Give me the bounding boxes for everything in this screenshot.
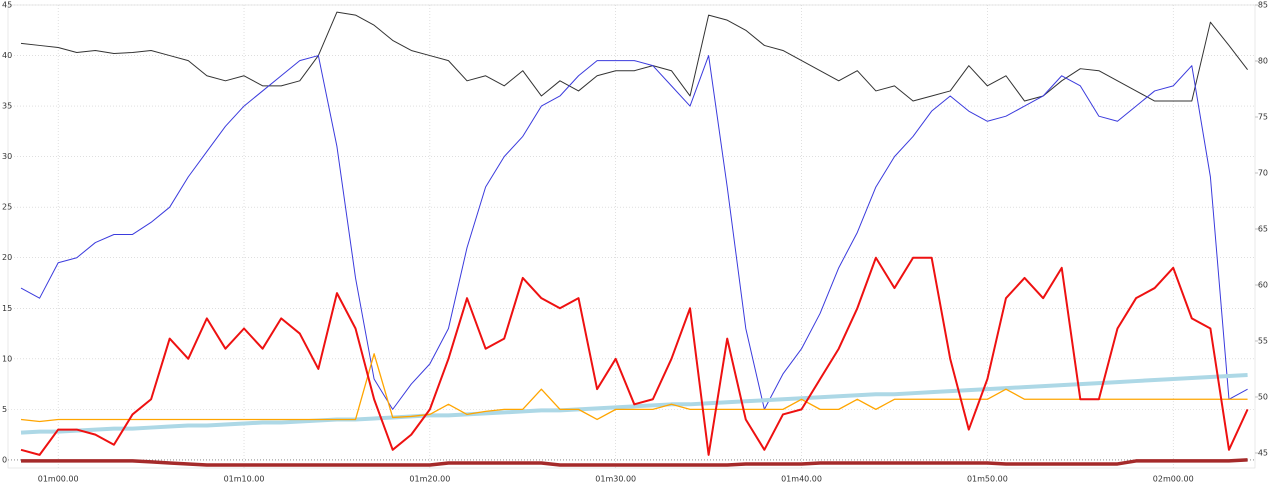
x-tick-label: 01m30.00 [595,475,636,484]
series-line [20,373,1248,435]
y2-tick-label: 80 [1258,56,1268,65]
y2-tick-label: 70 [1258,168,1268,177]
y2-tick-label: 45 [1258,448,1268,457]
x-tick-label: 01m50.00 [967,475,1008,484]
y-tick-label: 25 [2,203,12,212]
y-tick-label: 5 [2,405,7,414]
y2-tick-label: 55 [1258,336,1268,345]
y-tick-label: 35 [2,102,12,111]
plot-frame [7,4,1256,469]
y-tick-label: 15 [2,304,12,313]
y2-tick-label: 75 [1258,112,1268,121]
y-tick-label: 0 [2,455,7,464]
y-tick-label: 30 [2,152,12,161]
x-tick-label: 01m10.00 [224,475,265,484]
y2-tick-label: 60 [1258,280,1268,289]
series-line [20,256,1249,456]
y-tick-label: 40 [2,51,12,60]
y-tick-label: 45 [2,1,12,10]
x-tick-label: 02m00.00 [1153,475,1194,484]
series-line [21,458,1248,467]
y2-tick-label: 50 [1258,392,1268,401]
x-tick-label: 01m20.00 [409,475,450,484]
x-tick-label: 01m00.00 [38,475,79,484]
y-tick-label: 20 [2,253,12,262]
series-line [20,353,1248,423]
y-tick-label: 10 [2,354,12,363]
x-tick-label: 01m40.00 [781,475,822,484]
y2-tick-label: 85 [1258,1,1268,10]
y2-tick-label: 65 [1258,224,1268,233]
series-line [20,55,1248,410]
